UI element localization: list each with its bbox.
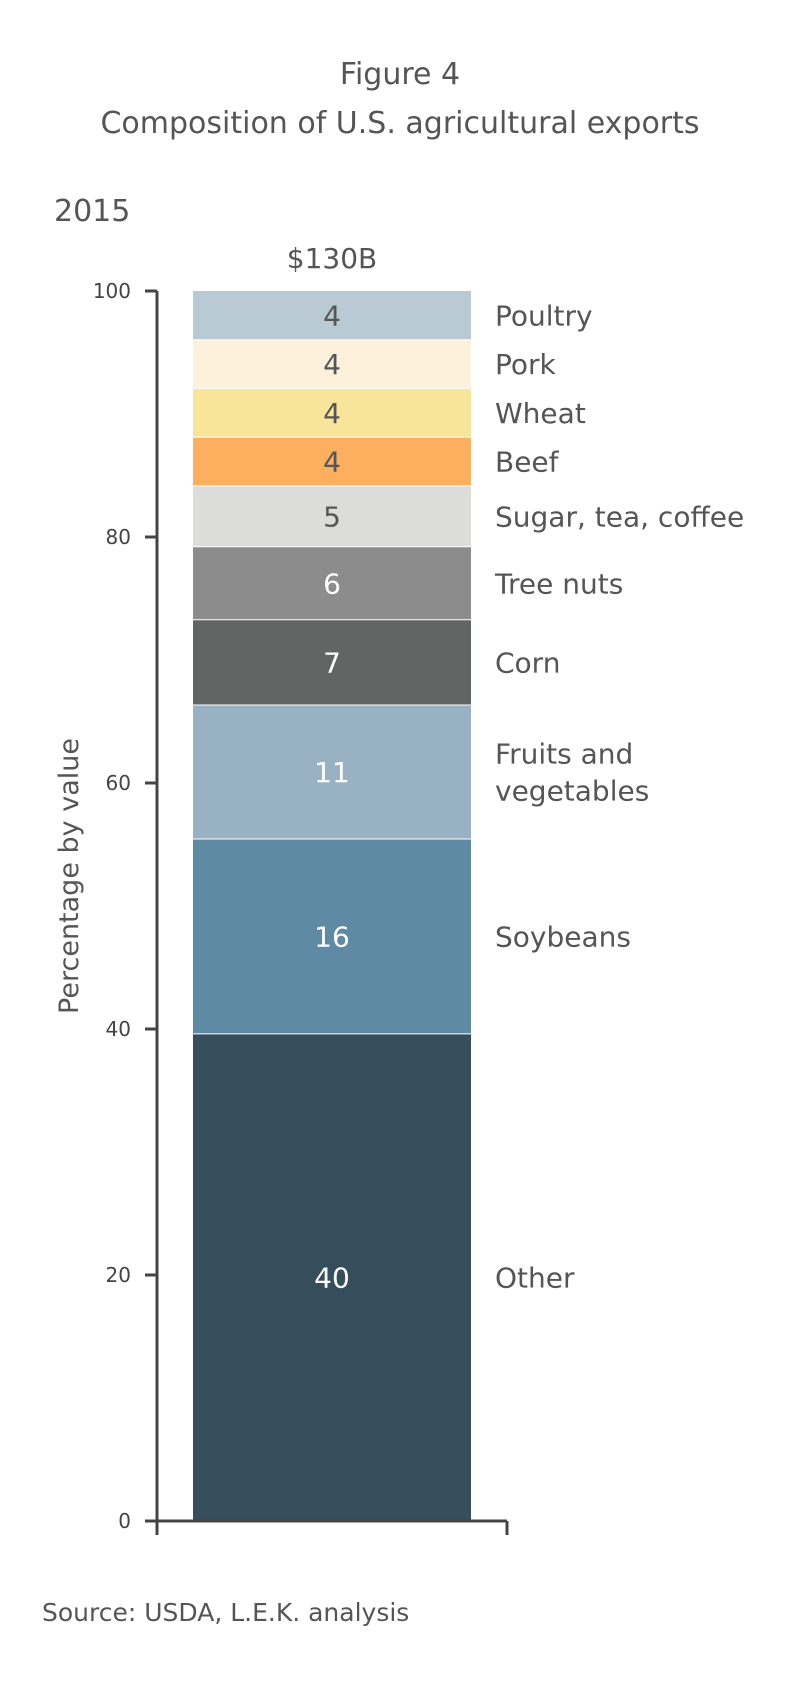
bar-segment-fruits-and-vegetables: [193, 705, 471, 840]
bar-segment-poultry: [193, 291, 471, 340]
bar-segment-pork: [193, 339, 471, 389]
segment-value-wheat: 4: [323, 397, 341, 430]
segment-value-poultry: 4: [323, 299, 341, 332]
source-note: Source: USDA, L.E.K. analysis: [42, 1598, 409, 1627]
y-tick-label-80: 80: [106, 525, 131, 549]
bar-segment-wheat: [193, 388, 471, 438]
bar-segment-beef: [193, 437, 471, 486]
segment-value-sugar-tea-coffee: 5: [323, 500, 341, 533]
segment-label-fruits-and-vegetables: Fruits and vegetables: [495, 738, 649, 808]
segment-label-other: Other: [495, 1261, 575, 1294]
bar-segment-soybeans: [193, 839, 471, 1034]
figure-label: Figure 4: [340, 57, 460, 92]
segment-label-wheat: Wheat: [495, 397, 586, 430]
segment-value-corn: 7: [323, 646, 341, 679]
bar-segment-corn: [193, 619, 471, 706]
segment-label-pork: Pork: [495, 348, 557, 381]
bar-segment-sugar-tea-coffee: [193, 485, 471, 547]
y-axis-label: Percentage by value: [54, 738, 85, 1014]
segment-value-beef: 4: [323, 445, 341, 478]
bar-segment-other: [193, 1033, 471, 1521]
segment-category-labels: Other Soybeans Fruits and vegetables Corn Tre…: [494, 299, 744, 1294]
segment-label-beef: Beef: [495, 445, 560, 478]
segment-value-other: 40: [314, 1261, 350, 1294]
bar-group: [193, 291, 471, 1521]
chart-title: Composition of U.S. agricultural exports: [100, 106, 699, 141]
bar-total-label: $130B: [287, 242, 377, 275]
segment-value-labels: 40 16 11 7 6 5 4 4 4 4: [314, 299, 350, 1294]
segment-value-soybeans: 16: [314, 920, 350, 953]
y-tick-label-0: 0: [118, 1509, 131, 1533]
segment-value-pork: 4: [323, 348, 341, 381]
segment-label-corn: Corn: [495, 646, 560, 679]
y-tick-label-100: 100: [93, 279, 131, 303]
y-axis-ticks: 0 20 40 60 80 100: [93, 279, 509, 1535]
segment-value-fruits-and-vegetables: 11: [314, 756, 350, 789]
bar-segment-tree-nuts: [193, 546, 471, 620]
segment-label-sugar-tea-coffee: Sugar, tea, coffee: [495, 500, 744, 533]
y-tick-label-20: 20: [106, 1263, 131, 1287]
segment-label-tree-nuts: Tree nuts: [494, 567, 623, 600]
y-tick-label-60: 60: [106, 771, 131, 795]
segment-label-poultry: Poultry: [495, 299, 593, 332]
segment-value-tree-nuts: 6: [323, 567, 341, 600]
segment-label-soybeans: Soybeans: [495, 920, 631, 953]
y-tick-label-40: 40: [106, 1017, 131, 1041]
year-label: 2015: [54, 194, 130, 229]
